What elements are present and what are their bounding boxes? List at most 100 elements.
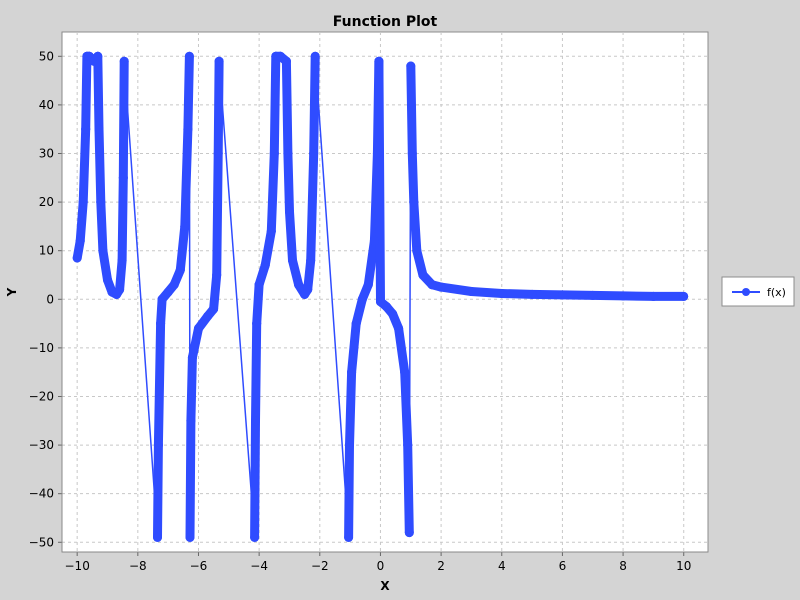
data-point bbox=[306, 255, 316, 265]
y-tick-label: −10 bbox=[29, 341, 54, 355]
series-segment bbox=[403, 440, 414, 538]
data-point bbox=[93, 51, 103, 61]
data-point bbox=[115, 285, 125, 295]
data-point bbox=[345, 440, 354, 450]
series-segment bbox=[400, 367, 413, 450]
series-segment bbox=[345, 367, 357, 450]
data-point bbox=[156, 319, 166, 329]
series-segment bbox=[260, 226, 276, 270]
data-point bbox=[98, 246, 108, 256]
data-point bbox=[214, 56, 224, 66]
data-point bbox=[78, 197, 88, 207]
data-point bbox=[194, 323, 203, 333]
data-point bbox=[266, 226, 276, 236]
series-segment bbox=[497, 289, 537, 299]
data-point bbox=[180, 221, 190, 231]
data-point bbox=[648, 291, 658, 301]
y-tick-label: 30 bbox=[39, 146, 54, 160]
data-point bbox=[203, 311, 213, 321]
series-segment bbox=[118, 56, 129, 183]
series-segment bbox=[185, 416, 196, 542]
series-segment bbox=[175, 221, 190, 275]
series-segment bbox=[374, 56, 385, 307]
series-segment bbox=[81, 51, 92, 134]
data-point bbox=[588, 290, 598, 300]
data-point bbox=[163, 287, 173, 297]
series-segment bbox=[309, 51, 320, 158]
data-point bbox=[94, 124, 104, 134]
series-segment bbox=[394, 323, 410, 377]
data-point bbox=[103, 275, 112, 285]
series-segment bbox=[588, 290, 628, 301]
x-tick-label: 4 bbox=[498, 559, 506, 573]
data-point bbox=[409, 197, 419, 207]
data-point bbox=[351, 319, 361, 329]
series-segment bbox=[527, 289, 567, 300]
data-point bbox=[407, 149, 417, 158]
data-point bbox=[81, 124, 91, 134]
data-point bbox=[250, 532, 260, 542]
series-segment bbox=[409, 197, 422, 256]
series-segment bbox=[153, 319, 166, 450]
data-point bbox=[252, 319, 262, 329]
data-point bbox=[557, 290, 567, 300]
series-segment bbox=[252, 280, 264, 329]
data-point bbox=[275, 51, 285, 61]
axes: −10 −8 −6 −4 −2 0 2 4 6 8 10−50−40−30−20−100102030… bbox=[29, 32, 708, 573]
series-segment bbox=[117, 173, 128, 265]
data-point bbox=[157, 294, 167, 304]
series-segment bbox=[98, 246, 112, 285]
data-point bbox=[400, 367, 410, 377]
series-segment bbox=[209, 270, 222, 314]
data-point bbox=[403, 440, 413, 450]
data-point bbox=[283, 149, 293, 158]
data-point bbox=[294, 280, 304, 290]
x-tick-label: −4 bbox=[250, 559, 268, 573]
data-point bbox=[394, 323, 404, 333]
series-segment bbox=[306, 149, 319, 265]
series-segment bbox=[180, 124, 193, 231]
series-segment bbox=[285, 207, 297, 265]
series-segment bbox=[96, 197, 108, 256]
series-segment bbox=[281, 56, 293, 158]
data-point bbox=[212, 270, 222, 280]
legend-label: f(x) bbox=[767, 286, 786, 299]
data-point bbox=[118, 173, 128, 183]
series-group bbox=[72, 51, 689, 542]
y-tick-label: 0 bbox=[46, 292, 54, 306]
series-segment bbox=[250, 416, 260, 542]
series-segment bbox=[436, 282, 476, 296]
x-tick-label: 2 bbox=[437, 559, 445, 573]
x-tick-label: −6 bbox=[190, 559, 208, 573]
data-point bbox=[117, 255, 127, 265]
data-point bbox=[186, 416, 196, 426]
data-point bbox=[436, 282, 446, 292]
x-tick-label: 10 bbox=[676, 559, 691, 573]
series-segment bbox=[212, 149, 223, 280]
x-tick-label: 0 bbox=[377, 559, 385, 573]
data-point bbox=[260, 260, 270, 270]
series-segment bbox=[557, 290, 598, 300]
data-point bbox=[175, 265, 185, 275]
data-point bbox=[427, 280, 437, 290]
data-point bbox=[406, 61, 416, 71]
series-segment bbox=[618, 291, 658, 301]
x-tick-label: −10 bbox=[65, 559, 90, 573]
y-tick-label: −30 bbox=[29, 438, 54, 452]
data-point bbox=[269, 149, 279, 158]
y-tick-label: −20 bbox=[29, 389, 54, 403]
series-segment bbox=[115, 255, 127, 295]
data-point bbox=[363, 280, 373, 290]
series-segment bbox=[269, 51, 281, 158]
data-point bbox=[153, 440, 163, 450]
data-point bbox=[466, 287, 476, 296]
data-point bbox=[119, 56, 129, 66]
series-segment bbox=[283, 149, 294, 217]
data-point bbox=[281, 56, 291, 66]
series-segment bbox=[187, 323, 203, 363]
data-point bbox=[213, 149, 223, 158]
series-segment bbox=[266, 149, 279, 236]
x-tick-label: −8 bbox=[129, 559, 147, 573]
data-point bbox=[369, 236, 379, 246]
data-point bbox=[347, 367, 357, 377]
